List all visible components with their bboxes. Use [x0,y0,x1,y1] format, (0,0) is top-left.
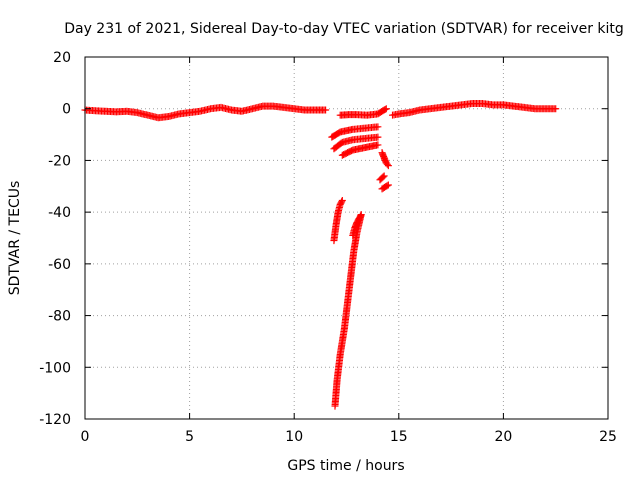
plot-frame [84,56,609,420]
data-point [374,133,382,141]
data-point [381,105,389,113]
data-point [338,197,346,205]
data-point [384,181,392,189]
chart-title: Day 231 of 2021, Sidereal Day-to-day VTE… [64,21,624,37]
axis-ticks [84,56,609,420]
y-tick-labels: -120 -100 -80 -60 -40 -20 0 20 [39,50,71,428]
x-tick-label: 0 [81,429,90,445]
x-axis-label: GPS time / hours [287,458,404,474]
data-point [382,105,390,113]
x-tick-label: 5 [185,429,194,445]
y-tick-label: -100 [39,360,71,376]
data-point [374,123,382,131]
data-point [322,106,330,114]
x-tick-labels: 0 5 10 15 20 25 [81,429,617,445]
y-tick-label: -120 [39,412,71,428]
data-point [374,141,382,149]
y-tick-label: 0 [62,102,71,118]
data-point [552,105,560,113]
y-tick-label: -40 [48,205,71,221]
data-points [81,100,560,410]
data-point [338,198,346,206]
y-tick-label: -20 [48,153,71,169]
x-tick-label: 15 [390,429,408,445]
y-tick-label: 20 [53,50,71,66]
x-tick-label: 25 [599,429,617,445]
data-point [379,173,387,181]
y-axis-label: SDTVAR / TECUs [7,181,23,296]
data-point [380,172,388,180]
y-tick-label: -60 [48,257,71,273]
y-tick-label: -80 [48,309,71,325]
x-tick-label: 20 [494,429,512,445]
data-point [383,160,391,168]
data-point [383,182,391,190]
data-point [357,211,365,219]
data-point [384,162,392,170]
x-tick-label: 10 [285,429,303,445]
grid [85,57,608,419]
